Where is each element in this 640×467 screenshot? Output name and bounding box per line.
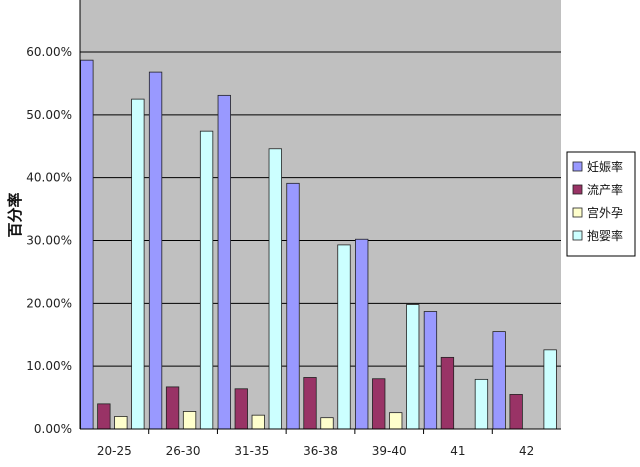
bar (440, 356, 455, 430)
y-tick-label: 0.00% (34, 422, 72, 436)
legend-label: 流产率 (587, 182, 623, 197)
y-tick-label: 10.00% (26, 359, 72, 373)
legend-label: 抱婴率 (587, 228, 623, 243)
bar (234, 388, 248, 430)
bar (355, 238, 369, 430)
bar (474, 378, 489, 430)
bar (165, 386, 180, 430)
bar (131, 98, 145, 430)
legend-label: 宫外孕 (587, 205, 623, 220)
x-tick-label: 42 (519, 444, 534, 458)
y-tick-label: 20.00% (26, 296, 72, 310)
bar (199, 130, 214, 430)
legend-swatch (572, 230, 583, 241)
bar (337, 244, 351, 430)
x-tick-label: 41 (450, 444, 465, 458)
bar (320, 417, 334, 430)
bar (217, 94, 231, 430)
bar (182, 411, 197, 430)
legend-label: 妊娠率 (587, 159, 623, 174)
bar (268, 148, 282, 430)
bars-layer (80, 59, 557, 430)
bar (286, 182, 300, 430)
y-axis-label: 百分率 (6, 192, 24, 237)
bar (389, 412, 403, 430)
axis-layer (79, 0, 561, 434)
bar (492, 331, 506, 430)
bar (251, 414, 265, 430)
y-tick-label: 30.00% (26, 234, 72, 248)
bar (509, 394, 523, 430)
y-tick-label: 50.00% (26, 108, 72, 122)
legend-swatch (572, 161, 583, 172)
bar (372, 378, 386, 430)
bar (406, 304, 420, 430)
x-tick-label: 31-35 (234, 444, 269, 458)
x-tick-label: 36-38 (303, 444, 338, 458)
bar (80, 59, 94, 430)
y-tick-label: 40.00% (26, 171, 72, 185)
bar (423, 311, 438, 430)
bar (303, 377, 317, 430)
bar (543, 349, 557, 430)
x-tick-label: 20-25 (97, 444, 132, 458)
legend-swatch (572, 207, 583, 218)
bar (114, 416, 128, 430)
y-tick-labels: 0.00% 10.00% 20.00% 30.00% 40.00% 50.00% 60.00… (26, 45, 72, 436)
x-tick-label: 39-40 (372, 444, 407, 458)
legend-swatch (572, 184, 583, 195)
bar (97, 403, 111, 430)
x-tick-label: 26-30 (166, 444, 201, 458)
y-tick-label: 60.00% (26, 45, 72, 59)
x-tick-labels: 20-25 26-30 31-35 36-38 39-40 41 42 (97, 444, 534, 458)
bar (148, 71, 163, 430)
